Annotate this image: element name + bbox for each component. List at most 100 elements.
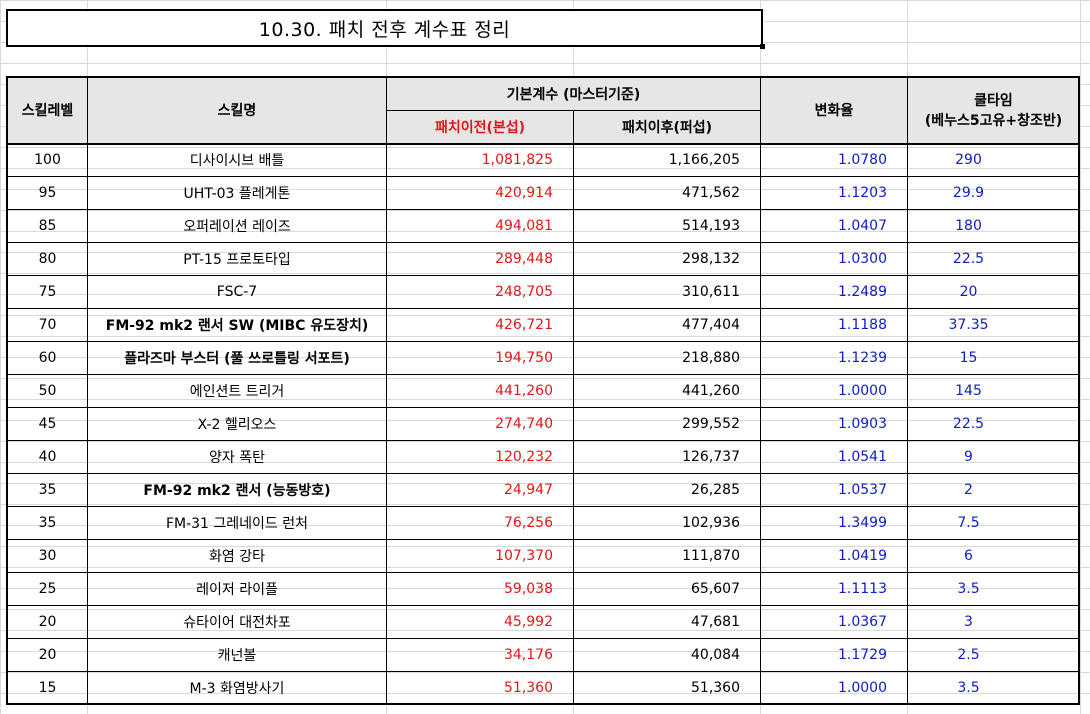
cell-skill-name[interactable]: X-2 헬리오스 <box>87 407 387 441</box>
cell-after-patch[interactable]: 65,607 <box>573 572 761 606</box>
cell-cooltime[interactable]: 145 <box>907 374 1080 408</box>
cell-cooltime[interactable]: 15 <box>907 341 1080 375</box>
header-skill-name[interactable]: 스킬명 <box>87 77 387 144</box>
cell-change-rate[interactable]: 1.1729 <box>760 638 908 672</box>
cell-before-patch[interactable]: 51,360 <box>386 671 574 705</box>
header-cooltime[interactable]: 쿨타임 (베누스5고유+창조반) <box>907 77 1080 144</box>
cell-after-patch[interactable]: 514,193 <box>573 209 761 243</box>
cell-skill-name[interactable]: M-3 화염방사기 <box>87 671 387 705</box>
cell-change-rate[interactable]: 1.0903 <box>760 407 908 441</box>
cell-after-patch[interactable]: 218,880 <box>573 341 761 375</box>
cell-skill-name[interactable]: FM-92 mk2 랜서 SW (MIBC 유도장치) <box>87 308 387 342</box>
cell-cooltime[interactable]: 3.5 <box>907 671 1080 705</box>
cell-skill-level[interactable]: 85 <box>7 209 88 243</box>
cell-skill-name[interactable]: 슈타이어 대전차포 <box>87 605 387 639</box>
cell-cooltime[interactable]: 3.5 <box>907 572 1080 606</box>
cell-skill-level[interactable]: 100 <box>7 142 88 177</box>
cell-after-patch[interactable]: 298,132 <box>573 242 761 276</box>
cell-skill-level[interactable]: 75 <box>7 275 88 309</box>
cell-change-rate[interactable]: 1.2489 <box>760 275 908 309</box>
cell-skill-level[interactable]: 40 <box>7 440 88 474</box>
cell-before-patch[interactable]: 120,232 <box>386 440 574 474</box>
cell-before-patch[interactable]: 76,256 <box>386 506 574 540</box>
cell-before-patch[interactable]: 194,750 <box>386 341 574 375</box>
cell-change-rate[interactable]: 1.0780 <box>760 142 908 177</box>
cell-skill-name[interactable]: 양자 폭탄 <box>87 440 387 474</box>
cell-skill-name[interactable]: 오퍼레이션 레이즈 <box>87 209 387 243</box>
header-base-coefficient[interactable]: 기본계수 (마스터기준) <box>386 77 761 111</box>
cell-skill-name[interactable]: 화염 강타 <box>87 539 387 573</box>
cell-cooltime[interactable]: 37.35 <box>907 308 1080 342</box>
cell-after-patch[interactable]: 26,285 <box>573 473 761 507</box>
cell-before-patch[interactable]: 420,914 <box>386 176 574 210</box>
cell-skill-name[interactable]: FM-92 mk2 랜서 (능동방호) <box>87 473 387 507</box>
cell-skill-level[interactable]: 70 <box>7 308 88 342</box>
cell-skill-name[interactable]: 디사이시브 배틀 <box>87 142 387 177</box>
cell-before-patch[interactable]: 45,992 <box>386 605 574 639</box>
cell-skill-level[interactable]: 45 <box>7 407 88 441</box>
cell-skill-level[interactable]: 35 <box>7 473 88 507</box>
cell-skill-level[interactable]: 20 <box>7 638 88 672</box>
cell-skill-name[interactable]: FM-31 그레네이드 런처 <box>87 506 387 540</box>
cell-skill-level[interactable]: 95 <box>7 176 88 210</box>
cell-cooltime[interactable]: 2.5 <box>907 638 1080 672</box>
cell-after-patch[interactable]: 111,870 <box>573 539 761 573</box>
cell-after-patch[interactable]: 126,737 <box>573 440 761 474</box>
cell-before-patch[interactable]: 34,176 <box>386 638 574 672</box>
header-after-patch[interactable]: 패치이후(퍼섭) <box>573 110 761 144</box>
cell-cooltime[interactable]: 2 <box>907 473 1080 507</box>
cell-cooltime[interactable]: 180 <box>907 209 1080 243</box>
cell-change-rate[interactable]: 1.0300 <box>760 242 908 276</box>
cell-change-rate[interactable]: 1.0407 <box>760 209 908 243</box>
cell-cooltime[interactable]: 9 <box>907 440 1080 474</box>
cell-skill-name[interactable]: 에인션트 트리거 <box>87 374 387 408</box>
cell-cooltime[interactable]: 7.5 <box>907 506 1080 540</box>
cell-skill-name[interactable]: 캐넌볼 <box>87 638 387 672</box>
cell-after-patch[interactable]: 47,681 <box>573 605 761 639</box>
cell-cooltime[interactable]: 22.5 <box>907 407 1080 441</box>
cell-skill-level[interactable]: 30 <box>7 539 88 573</box>
cell-after-patch[interactable]: 441,260 <box>573 374 761 408</box>
cell-change-rate[interactable]: 1.0541 <box>760 440 908 474</box>
cell-change-rate[interactable]: 1.0000 <box>760 671 908 705</box>
cell-change-rate[interactable]: 1.0419 <box>760 539 908 573</box>
cell-change-rate[interactable]: 1.0000 <box>760 374 908 408</box>
cell-skill-level[interactable]: 15 <box>7 671 88 705</box>
cell-change-rate[interactable]: 1.0367 <box>760 605 908 639</box>
cell-after-patch[interactable]: 471,562 <box>573 176 761 210</box>
cell-after-patch[interactable]: 299,552 <box>573 407 761 441</box>
cell-before-patch[interactable]: 426,721 <box>386 308 574 342</box>
cell-skill-name[interactable]: 플라즈마 부스터 (풀 쓰로틀링 서포트) <box>87 341 387 375</box>
cell-change-rate[interactable]: 1.1239 <box>760 341 908 375</box>
cell-before-patch[interactable]: 107,370 <box>386 539 574 573</box>
cell-skill-level[interactable]: 35 <box>7 506 88 540</box>
header-change-rate[interactable]: 변화율 <box>760 77 908 144</box>
header-skill-level[interactable]: 스킬레벨 <box>7 77 88 144</box>
cell-before-patch[interactable]: 59,038 <box>386 572 574 606</box>
cell-cooltime[interactable]: 3 <box>907 605 1080 639</box>
cell-after-patch[interactable]: 1,166,205 <box>573 142 761 177</box>
cell-before-patch[interactable]: 494,081 <box>386 209 574 243</box>
cell-change-rate[interactable]: 1.0537 <box>760 473 908 507</box>
cell-after-patch[interactable]: 477,404 <box>573 308 761 342</box>
cell-cooltime[interactable]: 20 <box>907 275 1080 309</box>
cell-after-patch[interactable]: 310,611 <box>573 275 761 309</box>
cell-change-rate[interactable]: 1.1203 <box>760 176 908 210</box>
cell-skill-name[interactable]: FSC-7 <box>87 275 387 309</box>
cell-before-patch[interactable]: 289,448 <box>386 242 574 276</box>
cell-after-patch[interactable]: 102,936 <box>573 506 761 540</box>
cell-change-rate[interactable]: 1.1188 <box>760 308 908 342</box>
cell-after-patch[interactable]: 40,084 <box>573 638 761 672</box>
cell-skill-name[interactable]: PT-15 프로토타입 <box>87 242 387 276</box>
cell-skill-name[interactable]: 레이저 라이플 <box>87 572 387 606</box>
cell-skill-level[interactable]: 20 <box>7 605 88 639</box>
cell-change-rate[interactable]: 1.3499 <box>760 506 908 540</box>
cell-skill-level[interactable]: 60 <box>7 341 88 375</box>
cell-cooltime[interactable]: 6 <box>907 539 1080 573</box>
cell-skill-level[interactable]: 25 <box>7 572 88 606</box>
cell-skill-level[interactable]: 80 <box>7 242 88 276</box>
cell-after-patch[interactable]: 51,360 <box>573 671 761 705</box>
cell-before-patch[interactable]: 24,947 <box>386 473 574 507</box>
cell-change-rate[interactable]: 1.1113 <box>760 572 908 606</box>
sheet-title-cell[interactable]: 10.30. 패치 전후 계수표 정리 <box>6 9 765 49</box>
